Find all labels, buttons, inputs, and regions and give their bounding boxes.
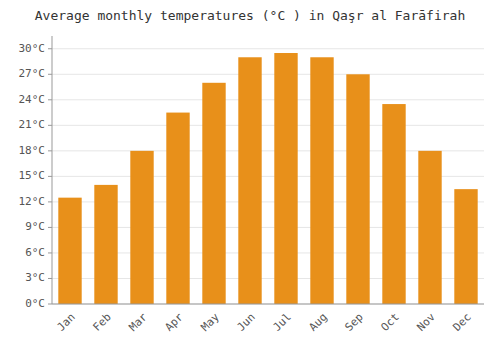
bar: [382, 104, 405, 304]
bars: [58, 53, 477, 304]
y-tick-label: 9°C: [25, 220, 45, 233]
y-tick: [48, 99, 52, 100]
bar: [238, 57, 261, 304]
bar: [418, 151, 441, 304]
chart-svg: 0°C 3°C 6°C 9°C 12°C 15°C 18°C 21°C 24°C 27°C 30°C…: [0, 0, 500, 350]
y-tick-label: 24°C: [19, 93, 46, 106]
x-tick-label: Sep: [343, 311, 366, 334]
y-tick-label: 15°C: [19, 169, 46, 182]
x-axis-line: [52, 304, 484, 305]
bar: [166, 113, 189, 304]
y-tick: [48, 176, 52, 177]
x-tick-label: Feb: [91, 311, 114, 334]
y-tick: [48, 125, 52, 126]
bar: [94, 185, 117, 304]
y-tick-label: 12°C: [19, 195, 46, 208]
x-tick-label: May: [199, 310, 223, 334]
y-tick: [48, 278, 52, 279]
chart-container: 0°C 3°C 6°C 9°C 12°C 15°C 18°C 21°C 24°C 27°C 30°C…: [0, 0, 500, 350]
grid: [52, 49, 484, 304]
x-tick-label: Jul: [271, 311, 294, 334]
y-tick: [48, 252, 52, 253]
bar: [454, 189, 477, 304]
y-tick-label: 21°C: [19, 118, 46, 131]
y-tick: [48, 201, 52, 202]
x-tick-label: Jan: [55, 311, 78, 334]
y-tick: [48, 48, 52, 49]
x-axis: Jan Feb Mar Apr May Jun Jul Aug Sep Oct Nov Dec: [55, 310, 474, 334]
x-tick-label: Apr: [163, 310, 187, 334]
bar: [202, 83, 225, 304]
y-tick: [48, 150, 52, 151]
y-tick-label: 18°C: [19, 144, 46, 157]
grid-line: [52, 99, 484, 100]
x-tick-label: Nov: [415, 310, 439, 334]
y-tick-label: 0°C: [25, 297, 45, 310]
bar: [346, 74, 369, 304]
y-tick-label: 30°C: [19, 42, 46, 55]
y-tick-label: 6°C: [25, 246, 45, 259]
x-tick-label: Mar: [127, 310, 151, 334]
y-tick: [48, 74, 52, 75]
y-tick-label: 27°C: [19, 67, 46, 80]
title: Average monthly temperatures (°C ) in Qa…: [35, 8, 465, 23]
bar: [130, 151, 153, 304]
y-tick: [48, 227, 52, 228]
x-tick-label: Aug: [307, 311, 330, 334]
x-tick-label: Jun: [235, 311, 258, 334]
grid-line: [52, 125, 484, 126]
grid-line: [52, 48, 484, 49]
bar: [274, 53, 297, 304]
grid-line: [52, 74, 484, 75]
grid-line: [52, 304, 484, 305]
y-axis: 0°C 3°C 6°C 9°C 12°C 15°C 18°C 21°C 24°C 27°C 30°C: [19, 42, 53, 310]
y-tick-label: 3°C: [25, 271, 45, 284]
bar: [310, 57, 333, 304]
y-axis-line: [52, 36, 53, 304]
y-tick: [48, 304, 52, 305]
bar: [58, 198, 81, 304]
x-tick-label: Dec: [451, 311, 474, 334]
x-tick-label: Oct: [379, 311, 402, 334]
